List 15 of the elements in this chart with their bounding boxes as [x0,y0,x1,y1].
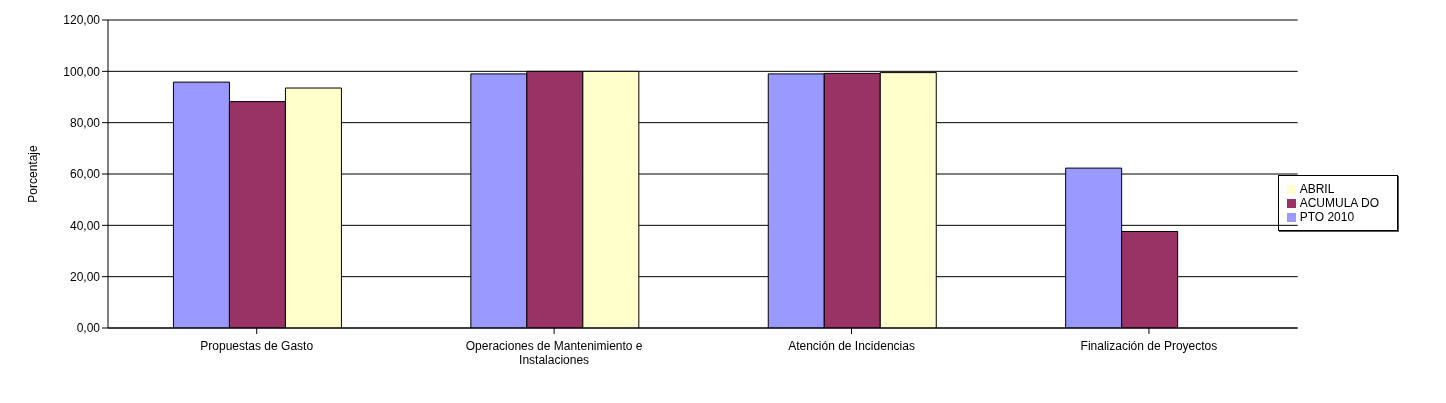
legend-label: ABRIL [1299,182,1335,196]
y-tick-label: 40,00 [69,218,101,233]
x-tick-label: Operaciones de Mantenimiento e Instalaciones [465,339,643,367]
y-tick-label: 0,00 [76,321,101,336]
y-tick-label: 80,00 [69,115,101,130]
x-tick-label: Propuestas de Gasto [200,339,314,353]
x-tick-label: Atención de Incidencias [788,339,915,353]
y-tick-label: 120,00 [63,13,101,28]
y-tick-label: 100,00 [63,64,101,79]
x-tick-label: Finalización de Proyectos [1080,339,1218,353]
legend-label: ACUMULA DO [1299,196,1379,210]
y-tick-label: 20,00 [69,269,101,284]
legend-label: PTO 2010 [1299,210,1355,224]
y-axis-title: Porcentaje [26,144,41,203]
y-tick-label: 60,00 [69,167,101,182]
